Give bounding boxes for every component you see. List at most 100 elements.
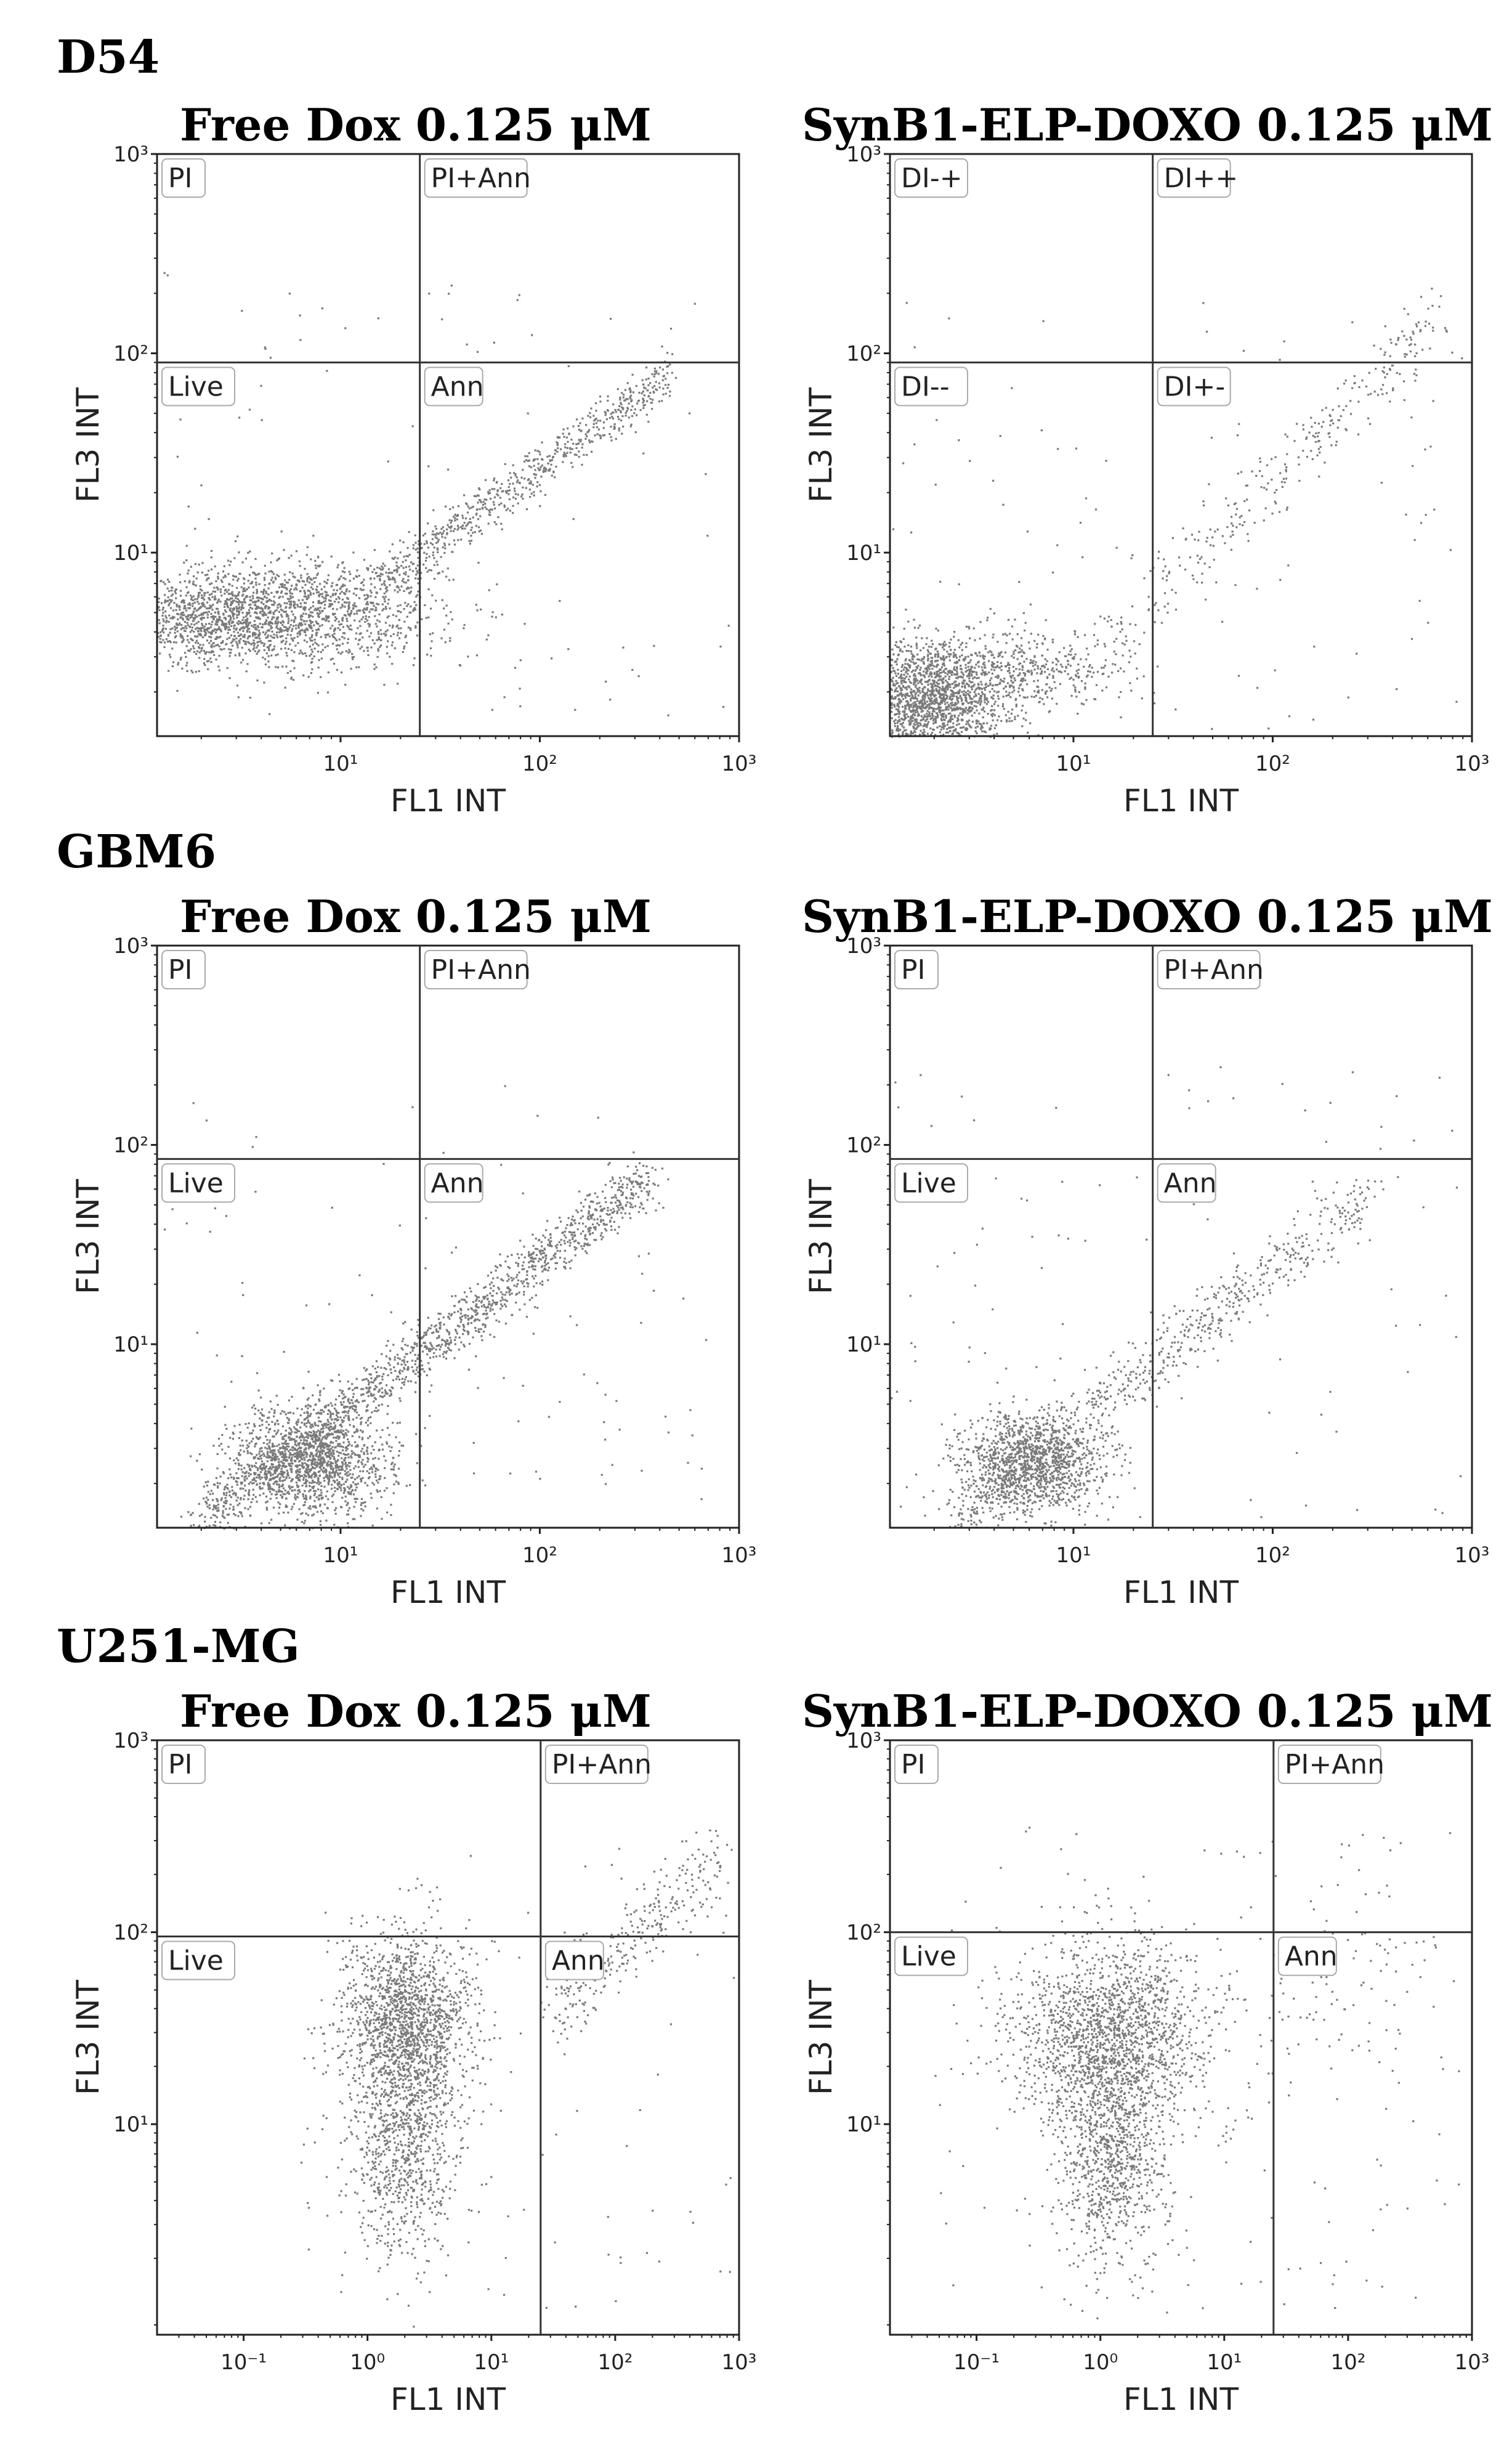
data-point (1286, 453, 1288, 455)
data-point (256, 628, 258, 631)
data-point (222, 585, 225, 588)
data-point (548, 455, 551, 457)
data-point (512, 512, 514, 514)
data-point (514, 493, 517, 495)
data-point (292, 639, 294, 642)
data-point (936, 699, 938, 702)
data-point (525, 487, 527, 489)
data-point (312, 601, 315, 604)
data-point (447, 622, 450, 625)
data-point (238, 620, 240, 622)
data-point (950, 699, 953, 701)
data-point (1021, 688, 1024, 691)
data-point (445, 505, 447, 508)
data-point (1120, 621, 1122, 623)
data-point (212, 604, 214, 606)
data-point (1028, 641, 1030, 644)
data-point (912, 658, 914, 660)
data-point (354, 604, 356, 607)
data-point (435, 527, 437, 530)
data-point (572, 518, 575, 521)
data-point (1449, 549, 1452, 551)
data-point (651, 373, 653, 375)
data-point (503, 696, 506, 699)
data-point (1078, 691, 1080, 694)
data-point (1287, 564, 1290, 567)
data-point (411, 425, 414, 428)
data-point (968, 625, 970, 628)
data-point (1185, 538, 1187, 540)
data-point (907, 733, 909, 736)
data-point (1331, 419, 1333, 421)
data-point (505, 492, 507, 494)
data-point (248, 623, 250, 626)
data-point (1006, 719, 1008, 721)
data-point (939, 708, 941, 710)
data-point (243, 627, 245, 630)
data-point (327, 633, 329, 636)
data-point (230, 617, 232, 620)
data-point (954, 703, 956, 705)
data-point (229, 598, 232, 600)
data-point (647, 384, 650, 386)
data-point (908, 703, 911, 706)
data-point (942, 723, 944, 726)
data-point (269, 612, 272, 614)
data-point (921, 719, 923, 721)
data-point (200, 628, 202, 631)
data-point (402, 541, 405, 543)
data-point (249, 599, 251, 601)
data-point (956, 677, 959, 679)
data-point (238, 606, 241, 609)
data-point (501, 483, 503, 485)
data-point (891, 732, 893, 735)
data-point (385, 607, 387, 610)
data-point (251, 625, 253, 627)
data-point (252, 586, 254, 588)
data-point (918, 689, 920, 692)
data-point (1085, 658, 1088, 660)
data-point (959, 726, 962, 729)
data-point (1052, 676, 1054, 679)
data-point (1019, 662, 1022, 665)
data-point (499, 497, 501, 499)
data-point (954, 702, 956, 704)
data-point (306, 578, 309, 580)
data-point (266, 646, 269, 649)
data-point (920, 673, 922, 675)
data-point (982, 716, 984, 719)
data-point (968, 706, 971, 708)
data-point (203, 628, 206, 631)
data-point (924, 702, 927, 705)
data-point (591, 450, 593, 453)
data-point (902, 710, 904, 713)
data-point (273, 616, 275, 618)
data-point (519, 687, 521, 690)
data-point (328, 606, 330, 608)
data-point (982, 708, 984, 711)
data-point (1328, 436, 1331, 438)
data-point (914, 696, 916, 699)
data-point (218, 626, 220, 628)
data-point (159, 638, 161, 640)
data-point (968, 670, 971, 673)
quadrant-label: DI+- (1157, 367, 1231, 407)
data-point (209, 598, 211, 601)
data-point (158, 622, 161, 625)
data-point (491, 611, 494, 614)
data-point (1046, 668, 1049, 670)
data-point (507, 508, 509, 510)
data-point (913, 727, 915, 729)
data-point (309, 590, 311, 593)
data-point (1419, 328, 1422, 331)
data-point (347, 606, 350, 608)
data-point (235, 628, 237, 631)
data-point (662, 393, 665, 395)
data-point (626, 410, 628, 412)
data-point (945, 685, 948, 687)
data-point (579, 440, 582, 443)
data-point (177, 663, 179, 666)
data-point (603, 434, 606, 437)
data-point (647, 421, 650, 423)
data-point (1415, 374, 1418, 376)
